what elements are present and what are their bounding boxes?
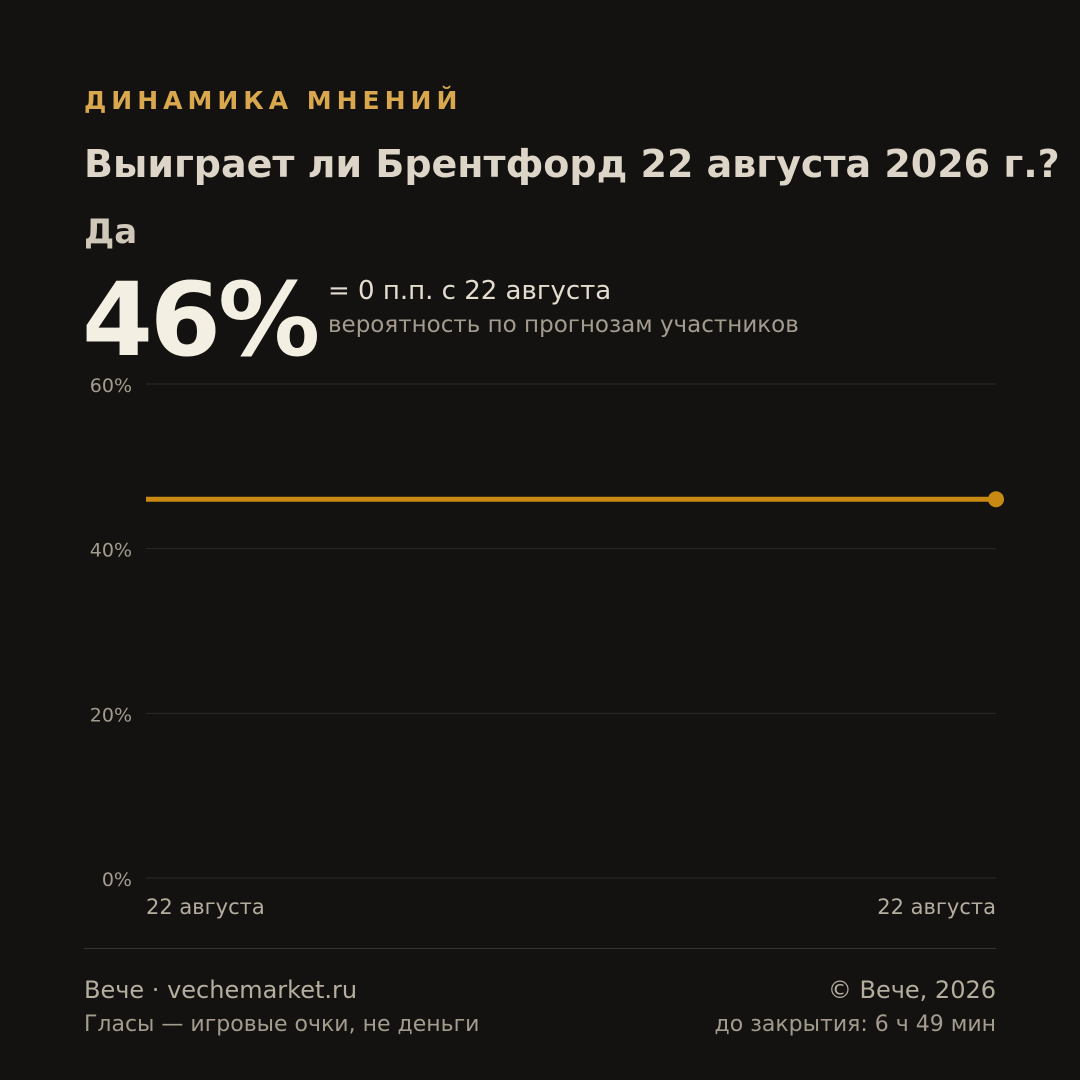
footer-brand: Вече · vechemarket.ru xyxy=(84,976,358,1004)
section-kicker: ДИНАМИКА МНЕНИЙ xyxy=(84,86,463,115)
y-tick-label: 20% xyxy=(90,704,132,726)
page-title: Выиграет ли Брентфорд 22 августа 2026 г.… xyxy=(84,142,1060,186)
probability-change: = 0 п.п. с 22 августа xyxy=(328,276,612,306)
x-tick-label: 22 августа xyxy=(146,895,265,919)
footer-copyright: © Вече, 2026 xyxy=(827,976,996,1004)
probability-caption: вероятность по прогнозам участников xyxy=(328,312,799,338)
y-tick-label: 40% xyxy=(90,540,132,562)
y-tick-label: 0% xyxy=(102,869,132,891)
footer-closing-time: до закрытия: 6 ч 49 мин xyxy=(714,1012,996,1037)
probability-value: 46% xyxy=(82,261,320,380)
x-tick-label: 22 августа xyxy=(877,895,996,919)
series-end-point xyxy=(988,491,1004,508)
footer-divider xyxy=(84,948,996,949)
footer-note: Гласы — игровые очки, не деньги xyxy=(84,1012,480,1037)
outcome-label: Да xyxy=(84,212,138,252)
y-tick-label: 60% xyxy=(90,375,132,397)
